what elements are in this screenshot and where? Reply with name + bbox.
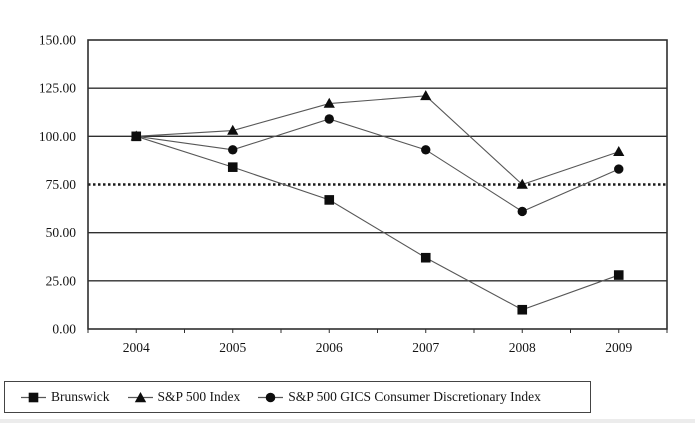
- svg-text:150.00: 150.00: [39, 33, 76, 48]
- svg-text:125.00: 125.00: [39, 81, 76, 96]
- x-axis-labels: 2004 2005 2006 2007 2008 2009: [123, 340, 633, 355]
- y-axis-labels: 0.00 25.00 50.00 75.00 100.00 125.00 150.00: [39, 33, 76, 337]
- svg-text:75.00: 75.00: [46, 177, 77, 192]
- svg-text:2005: 2005: [219, 340, 246, 355]
- square-marker-icon: [21, 392, 46, 402]
- triangle-marker-icon: [127, 391, 153, 402]
- svg-text:2004: 2004: [123, 340, 150, 355]
- gridlines: [88, 87, 667, 282]
- legend-label-sp500-index: S&P 500 Index: [157, 389, 241, 404]
- page-bottom-edge: [0, 419, 695, 423]
- legend-label-gics-consumer-discretionary: S&P 500 GICS Consumer Discretionary Inde…: [288, 389, 541, 404]
- x-axis-ticks: [87, 329, 668, 333]
- svg-text:2009: 2009: [605, 340, 632, 355]
- svg-text:2007: 2007: [412, 340, 439, 355]
- legend-item-brunswick: Brunswick: [21, 389, 110, 405]
- performance-line-chart: 0.00 25.00 50.00 75.00 100.00 125.00 150.00 200…: [39, 33, 668, 355]
- svg-text:100.00: 100.00: [39, 129, 76, 144]
- series-lines: [136, 95, 619, 311]
- svg-text:2008: 2008: [509, 340, 536, 355]
- circle-marker-icon: [258, 392, 284, 402]
- series-markers-triangle: [130, 90, 625, 189]
- svg-text:50.00: 50.00: [46, 225, 77, 240]
- legend-label-brunswick: Brunswick: [51, 389, 110, 404]
- legend-item-sp500-index: S&P 500 Index: [127, 389, 241, 405]
- legend-item-gics-consumer-discretionary: S&P 500 GICS Consumer Discretionary Inde…: [258, 389, 541, 405]
- svg-text:0.00: 0.00: [52, 322, 76, 337]
- svg-text:25.00: 25.00: [46, 273, 77, 288]
- series-markers-square: [131, 131, 624, 315]
- chart-legend: Brunswick S&P 500 Index S&P 500 GICS Con…: [4, 381, 591, 413]
- svg-text:2006: 2006: [316, 340, 343, 355]
- series-markers-circle: [131, 114, 624, 217]
